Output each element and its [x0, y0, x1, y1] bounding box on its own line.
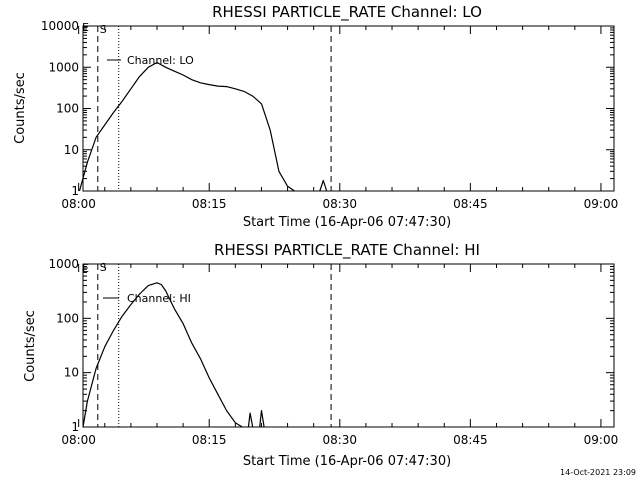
x-tick-label: 08:15 — [192, 197, 227, 211]
x-axis-label: Start Time (16-Apr-06 07:47:30) — [243, 215, 451, 230]
x-tick-label: 08:45 — [453, 197, 488, 211]
series-line-lo — [78, 61, 295, 192]
chart-title: RHESSI PARTICLE_RATE Channel: LO — [212, 3, 482, 22]
plot-frame — [82, 263, 615, 428]
x-tick-label: 09:00 — [584, 197, 619, 211]
y-axis-label: Counts/sec — [23, 310, 38, 382]
y-tick-label: 1 — [71, 184, 79, 198]
x-tick-label: 08:00 — [61, 433, 96, 447]
y-tick-label: 1000 — [48, 257, 79, 271]
chart-title: RHESSI PARTICLE_RATE Channel: HI — [214, 241, 480, 260]
x-axis-label: Start Time (16-Apr-06 07:47:30) — [243, 454, 451, 469]
y-tick-label: 10000 — [41, 19, 79, 33]
series-line-hi — [259, 410, 265, 428]
plot-frame — [82, 25, 615, 192]
y-tick-label: 1000 — [48, 60, 79, 74]
panel-lo: RHESSI PARTICLE_RATE Channel: LO Counts/… — [13, 3, 619, 230]
corner-mark: E — [82, 262, 89, 275]
marker-label: S — [100, 23, 107, 36]
x-tick-label: 08:30 — [322, 197, 357, 211]
legend-label: Channel: LO — [127, 54, 194, 67]
y-axis-label: Counts/sec — [13, 72, 28, 144]
timestamp: 14-Oct-2021 23:09 — [560, 468, 636, 477]
series-line-hi — [82, 282, 243, 428]
x-tick-label: 08:30 — [322, 433, 357, 447]
x-tick-label: 08:00 — [61, 197, 96, 211]
y-tick-label: 1 — [71, 420, 79, 434]
x-tick-label: 08:45 — [453, 433, 488, 447]
series-line-hi — [247, 412, 254, 428]
y-tick-label: 10 — [64, 366, 79, 380]
legend-label: Channel: HI — [127, 292, 191, 305]
y-tick-label: 10 — [64, 143, 79, 157]
y-tick-label: 100 — [56, 102, 79, 116]
panel-hi: RHESSI PARTICLE_RATE Channel: HI Counts/… — [23, 241, 619, 469]
x-tick-label: 09:00 — [584, 433, 619, 447]
marker-label: S — [100, 261, 107, 274]
x-tick-label: 08:15 — [192, 433, 227, 447]
series-line-lo — [319, 179, 328, 192]
y-tick-label: 100 — [56, 311, 79, 325]
